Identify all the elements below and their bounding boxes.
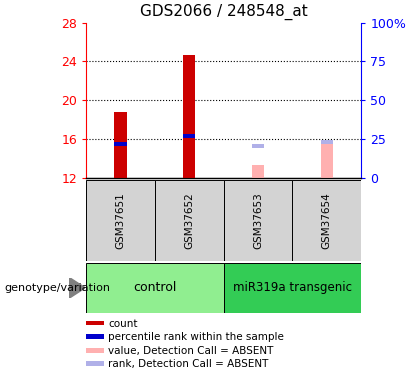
Text: count: count <box>108 319 138 328</box>
Bar <box>224 262 361 313</box>
Bar <box>86 334 104 339</box>
Bar <box>224 180 292 261</box>
Bar <box>86 362 104 366</box>
Bar <box>252 144 264 148</box>
Title: GDS2066 / 248548_at: GDS2066 / 248548_at <box>140 3 307 20</box>
Bar <box>86 180 155 261</box>
Text: GSM37653: GSM37653 <box>253 192 263 249</box>
Bar <box>183 55 195 178</box>
Bar <box>183 134 195 138</box>
Bar <box>114 142 127 146</box>
Text: GSM37654: GSM37654 <box>322 192 332 249</box>
Bar <box>320 140 333 144</box>
Bar <box>86 262 224 313</box>
Bar <box>292 180 361 261</box>
Text: GSM37652: GSM37652 <box>184 192 194 249</box>
Polygon shape <box>69 278 85 298</box>
Bar <box>114 112 127 178</box>
Bar <box>86 321 104 326</box>
Text: genotype/variation: genotype/variation <box>4 283 110 293</box>
Text: rank, Detection Call = ABSENT: rank, Detection Call = ABSENT <box>108 360 269 369</box>
Text: miR319a transgenic: miR319a transgenic <box>233 281 352 294</box>
Text: GSM37651: GSM37651 <box>116 192 126 249</box>
Text: percentile rank within the sample: percentile rank within the sample <box>108 332 284 342</box>
Text: value, Detection Call = ABSENT: value, Detection Call = ABSENT <box>108 346 274 356</box>
Bar <box>252 165 264 178</box>
Bar <box>86 348 104 352</box>
Bar <box>155 180 224 261</box>
Text: control: control <box>133 281 176 294</box>
Bar <box>320 142 333 178</box>
